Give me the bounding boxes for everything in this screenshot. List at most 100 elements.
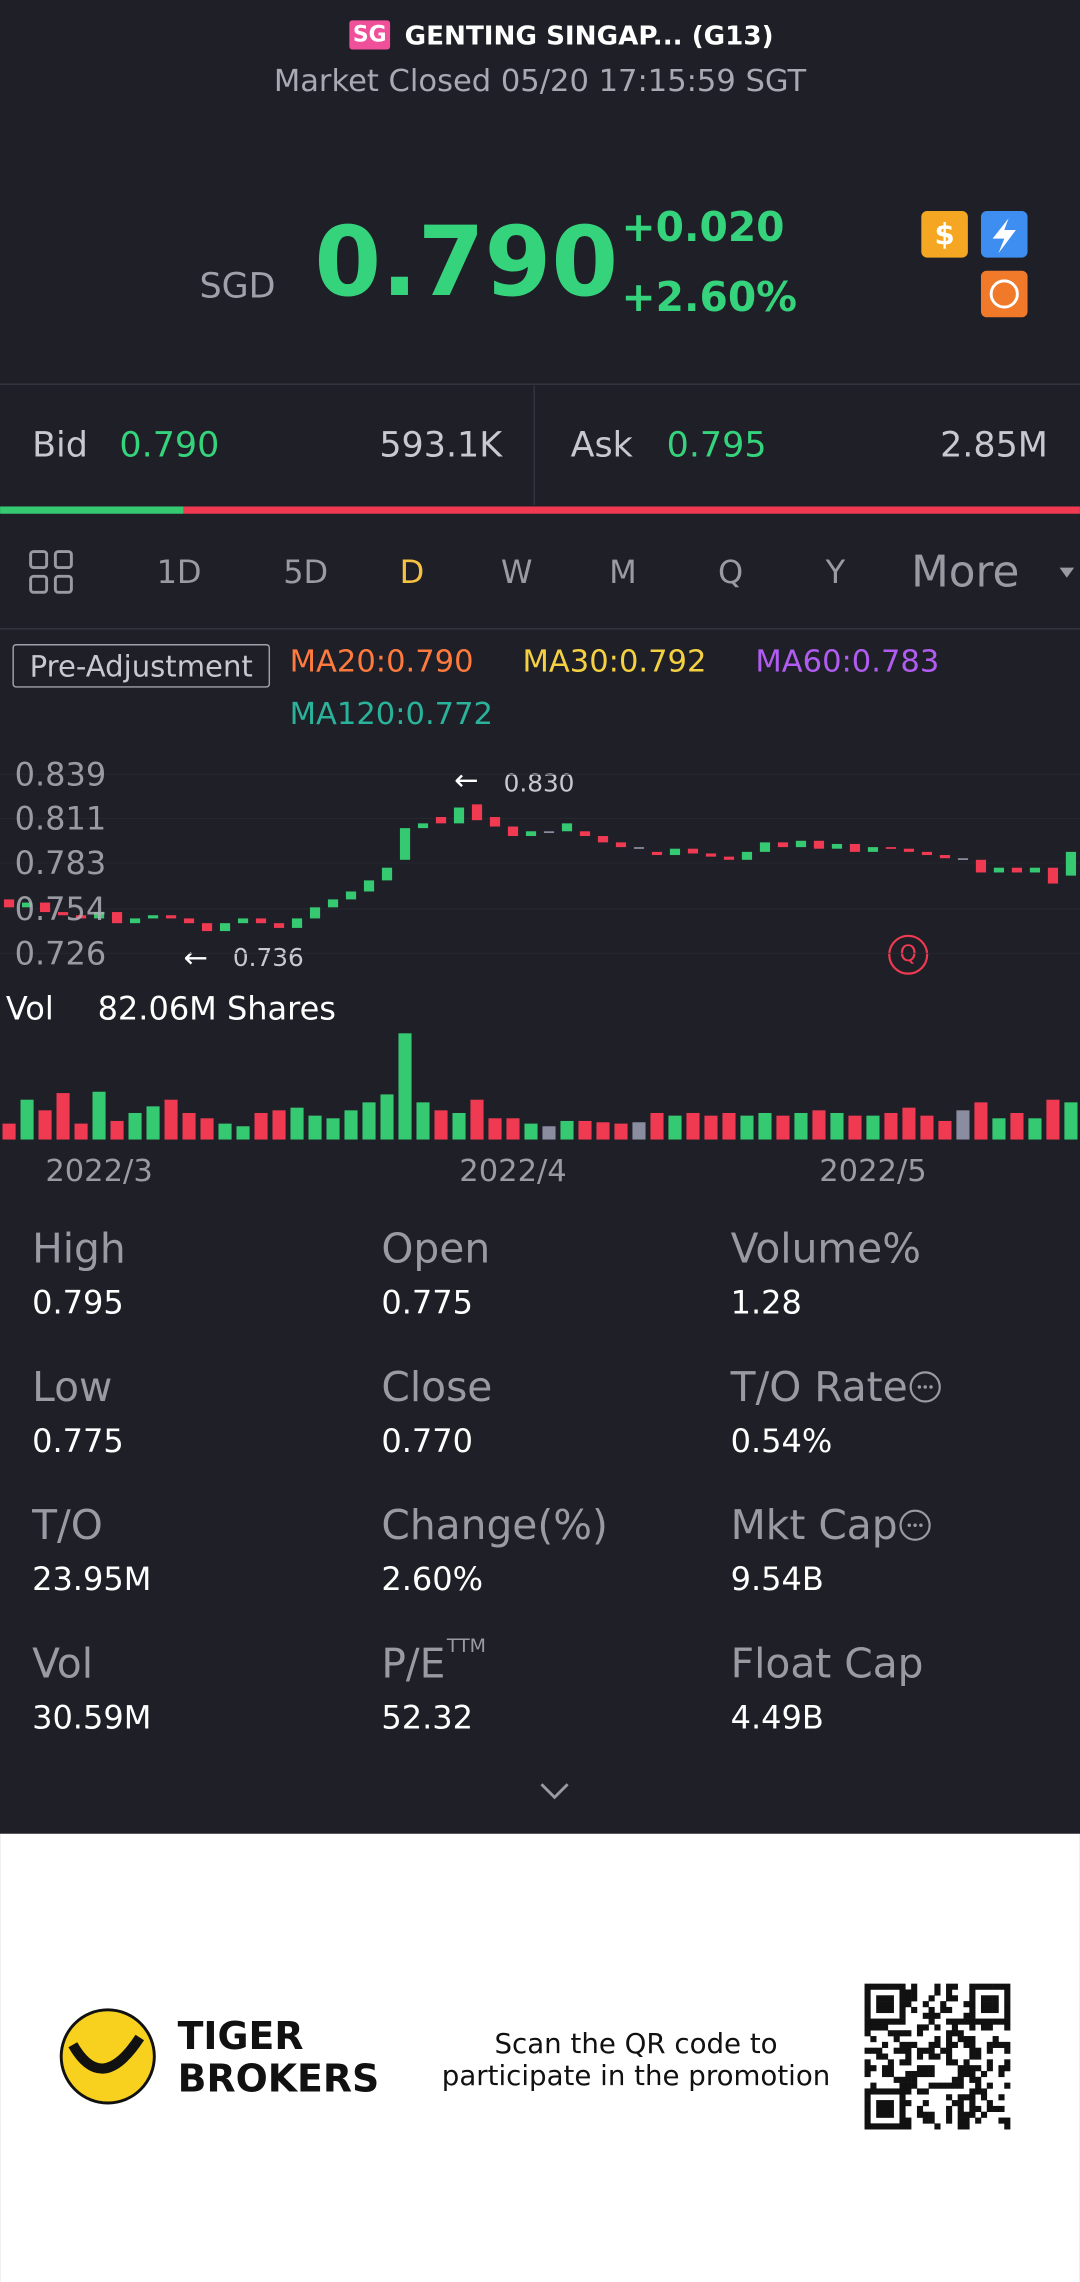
qr-cell xyxy=(992,2105,999,2113)
qr-cell xyxy=(957,2100,964,2107)
volume-bar xyxy=(236,1126,250,1140)
volume-bar xyxy=(542,1126,556,1140)
qr-cell xyxy=(864,2047,871,2054)
layout-icon[interactable] xyxy=(29,550,73,594)
price-tick-label: 0.726 xyxy=(15,934,107,972)
qr-cell xyxy=(887,2001,894,2008)
qr-cell xyxy=(864,2088,871,2095)
volume-bar xyxy=(920,1115,934,1140)
qr-cell xyxy=(957,2111,964,2118)
info-icon[interactable] xyxy=(899,1509,931,1541)
volume-bar xyxy=(632,1122,646,1140)
candle-body xyxy=(705,853,717,857)
qr-cell xyxy=(870,2082,877,2089)
qr-cell xyxy=(969,2065,976,2072)
qr-cell xyxy=(946,2041,953,2048)
adjustment-label[interactable]: Pre-Adjustment xyxy=(30,650,253,684)
candle-body xyxy=(75,915,87,919)
candle-body xyxy=(813,840,825,849)
qr-cell xyxy=(911,2070,918,2078)
qr-cell xyxy=(916,2047,924,2054)
candle-body xyxy=(489,817,501,827)
qr-cell xyxy=(876,2001,883,2008)
qr-cell xyxy=(893,2123,900,2130)
dividend-icon[interactable] xyxy=(921,211,968,258)
qr-cell xyxy=(905,2053,912,2060)
max-label: 0.830 xyxy=(504,768,575,797)
qr-cell xyxy=(887,2018,894,2025)
qr-cell xyxy=(963,2059,970,2066)
qr-cell xyxy=(916,2065,924,2072)
volume-bar xyxy=(578,1120,592,1140)
qr-cell xyxy=(887,1983,894,1990)
candle-body xyxy=(417,823,429,829)
qr-cell xyxy=(887,2100,894,2107)
info-dot xyxy=(913,1523,917,1527)
qr-cell xyxy=(899,2012,906,2019)
qr-cell xyxy=(969,1983,976,1990)
volume-bar xyxy=(164,1099,178,1140)
period-tab[interactable]: More xyxy=(911,546,1019,597)
qr-cell xyxy=(916,2111,924,2118)
info-dot xyxy=(917,1385,922,1389)
qr-cell xyxy=(969,2024,976,2031)
qr-cell xyxy=(928,2070,935,2078)
candle-body xyxy=(237,918,249,924)
period-tab[interactable]: M xyxy=(609,553,637,591)
qr-cell xyxy=(899,2047,906,2054)
qr-cell xyxy=(899,2041,906,2048)
qr-cell xyxy=(916,2070,924,2078)
candle-body xyxy=(1029,867,1041,873)
ma-label: MA120:0.772 xyxy=(290,697,493,732)
info-icon[interactable] xyxy=(909,1371,941,1403)
qr-cell xyxy=(876,2100,883,2107)
stat-label: Mkt Cap xyxy=(731,1501,898,1549)
period-tab[interactable]: W xyxy=(501,553,533,591)
trend-icon[interactable] xyxy=(980,270,1028,318)
qr-cell xyxy=(916,2088,924,2095)
max-arrow: ← xyxy=(454,763,478,797)
qr-cell xyxy=(986,2018,993,2025)
qr-cell xyxy=(922,2100,929,2107)
qr-cell xyxy=(882,2018,889,2025)
stat-value: 4.49B xyxy=(731,1698,824,1736)
qr-cell xyxy=(986,2041,993,2048)
qr-cell xyxy=(864,2094,871,2101)
qr-cell xyxy=(946,1983,953,1990)
qr-cell xyxy=(864,2070,871,2078)
period-tab[interactable]: D xyxy=(400,553,425,591)
qr-cell xyxy=(969,2012,976,2019)
candle-body xyxy=(363,880,375,892)
bid-label: Bid xyxy=(32,425,88,465)
qr-cell xyxy=(986,2065,993,2072)
qr-cell xyxy=(975,2105,982,2113)
qr-cell xyxy=(957,2076,964,2083)
expand-chevron[interactable] xyxy=(540,1783,569,1800)
qr-cell xyxy=(969,2053,976,2060)
qr-cell xyxy=(864,2006,871,2014)
period-tab[interactable]: Y xyxy=(825,553,846,591)
qr-cell xyxy=(980,2006,988,2014)
period-tab[interactable]: 1D xyxy=(157,553,202,591)
event-marker[interactable] xyxy=(888,934,929,975)
qr-cell xyxy=(876,1983,883,1990)
qr-cell xyxy=(893,2036,900,2043)
qr-cell xyxy=(864,2105,871,2113)
qr-cell xyxy=(975,2117,982,2124)
period-tab[interactable]: Q xyxy=(718,553,743,591)
adjustment-box[interactable] xyxy=(12,643,271,688)
feature-icons: $ xyxy=(921,211,1028,318)
event-marker-text[interactable]: Q xyxy=(900,942,917,967)
qr-cell xyxy=(951,1983,958,1990)
qr-cell xyxy=(887,2105,894,2113)
qr-cell xyxy=(980,2111,988,2118)
qr-cell xyxy=(916,2030,924,2037)
volume-bar xyxy=(956,1110,970,1140)
price-tick-label: 0.783 xyxy=(15,844,107,882)
qr-cell xyxy=(864,1995,871,2002)
period-tab[interactable]: 5D xyxy=(283,553,328,591)
candle-body xyxy=(723,856,735,860)
qr-cell xyxy=(870,2036,877,2043)
qr-cell xyxy=(946,2006,953,2014)
qr-cell xyxy=(957,2030,964,2037)
